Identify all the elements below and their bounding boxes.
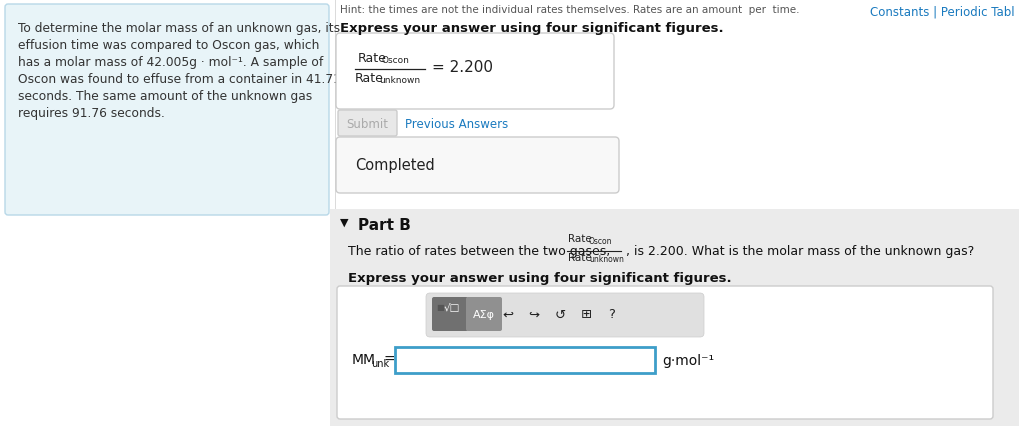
Text: To determine the molar mass of an unknown gas, its: To determine the molar mass of an unknow… (18, 22, 339, 35)
Text: unknown: unknown (588, 254, 624, 263)
Text: ■: ■ (435, 303, 443, 312)
Text: Rate: Rate (568, 253, 591, 262)
Text: The ratio of rates between the two gases,: The ratio of rates between the two gases… (347, 245, 609, 258)
Text: ↪: ↪ (528, 308, 539, 321)
Text: =: = (383, 352, 395, 366)
Bar (330, 210, 1019, 426)
Text: ΑΣφ: ΑΣφ (473, 309, 494, 319)
FancyBboxPatch shape (5, 5, 329, 216)
Text: g·mol⁻¹: g·mol⁻¹ (661, 353, 713, 367)
Text: seconds. The same amount of the unknown gas: seconds. The same amount of the unknown … (18, 90, 312, 103)
Text: unknown: unknown (379, 76, 420, 85)
Text: ▼: ▼ (339, 218, 348, 227)
Text: requires 91.76 seconds.: requires 91.76 seconds. (18, 107, 165, 120)
Text: Rate: Rate (358, 52, 386, 65)
Text: Oscon was found to effuse from a container in 41.71: Oscon was found to effuse from a contain… (18, 73, 340, 86)
Text: ↺: ↺ (554, 308, 565, 321)
Text: Constants | Periodic Tabl: Constants | Periodic Tabl (869, 6, 1014, 19)
Text: Rate: Rate (568, 233, 591, 243)
FancyBboxPatch shape (394, 347, 654, 373)
FancyBboxPatch shape (335, 138, 619, 193)
Text: √□: √□ (443, 302, 460, 312)
Text: effusion time was compared to Oscon gas, which: effusion time was compared to Oscon gas,… (18, 39, 319, 52)
Text: Previous Answers: Previous Answers (405, 117, 507, 130)
Text: Submit: Submit (346, 117, 388, 130)
Text: unk: unk (371, 358, 388, 368)
Text: = 2.200: = 2.200 (432, 60, 492, 75)
Text: Oscon: Oscon (588, 236, 611, 245)
FancyBboxPatch shape (426, 294, 703, 337)
Text: ⊞: ⊞ (580, 308, 591, 321)
Text: , is 2.200. What is the molar mass of the unknown gas?: , is 2.200. What is the molar mass of th… (626, 245, 973, 258)
FancyBboxPatch shape (466, 297, 501, 331)
FancyBboxPatch shape (432, 297, 468, 331)
Text: Hint: the times are not the individual rates themselves. Rates are an amount  pe: Hint: the times are not the individual r… (339, 5, 799, 15)
Text: ?: ? (608, 308, 614, 321)
Text: has a molar mass of 42.005g · mol⁻¹. A sample of: has a molar mass of 42.005g · mol⁻¹. A s… (18, 56, 323, 69)
Bar (335, 0, 1019, 210)
Text: MM: MM (352, 352, 376, 366)
FancyBboxPatch shape (335, 34, 613, 110)
Text: Express your answer using four significant figures.: Express your answer using four significa… (339, 22, 722, 35)
Text: Completed: Completed (355, 158, 434, 173)
Text: Part B: Part B (358, 218, 411, 233)
Text: Express your answer using four significant figures.: Express your answer using four significa… (347, 271, 731, 284)
Text: Rate: Rate (355, 72, 383, 85)
FancyBboxPatch shape (336, 286, 993, 419)
Text: Oscon: Oscon (382, 56, 410, 65)
Text: ↩: ↩ (502, 308, 513, 321)
FancyBboxPatch shape (337, 111, 396, 137)
